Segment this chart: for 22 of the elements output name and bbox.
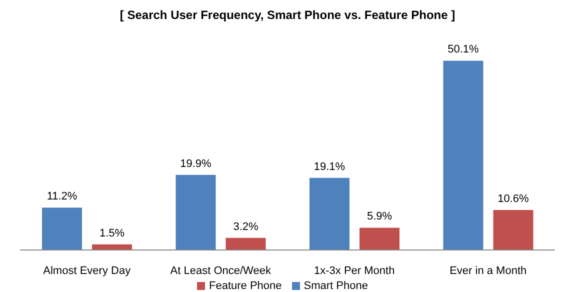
x-tick-label: At Least Once/Week xyxy=(170,264,272,277)
data-label: 5.9% xyxy=(366,210,392,223)
x-tick-label: Ever in a Month xyxy=(450,264,527,277)
data-label: 50.1% xyxy=(448,44,480,56)
data-label: 10.6% xyxy=(498,192,530,205)
chart-title: [ Search User Frequency, Smart Phone vs. Feature Phone ] xyxy=(118,7,456,24)
data-label: 1.5% xyxy=(99,227,125,240)
legend-label: Feature Phone xyxy=(209,280,282,292)
x-tick-label: Almost Every Day xyxy=(43,264,132,277)
x-tick-label: 1x-3x Per Month xyxy=(314,264,395,277)
legend-label: Smart Phone xyxy=(304,280,368,292)
data-label: 3.2% xyxy=(233,220,258,233)
bar xyxy=(310,178,350,250)
bar xyxy=(226,238,266,250)
bar xyxy=(493,210,534,250)
bar xyxy=(360,228,400,250)
data-label: 19.1% xyxy=(314,160,346,173)
bar xyxy=(443,60,484,250)
data-label: 19.9% xyxy=(180,158,212,170)
data-label: 11.2% xyxy=(46,190,78,203)
bar xyxy=(42,208,82,250)
bar xyxy=(176,174,216,250)
